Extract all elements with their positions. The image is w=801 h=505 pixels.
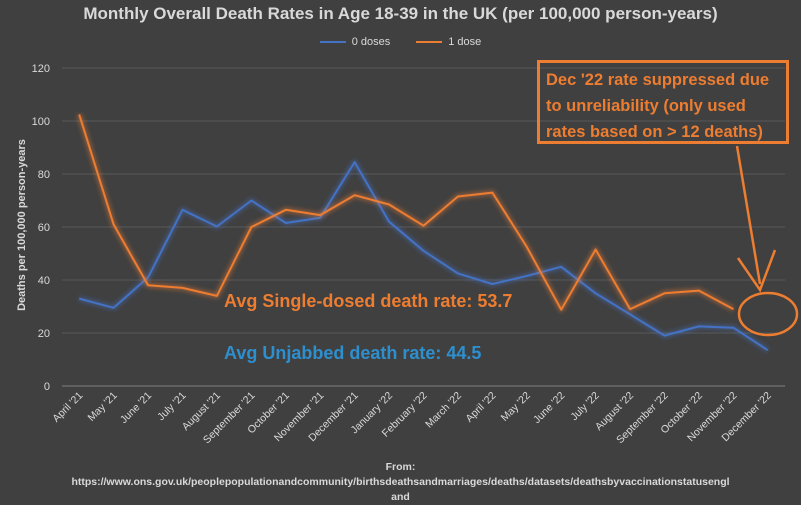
suppressed-note-line-3: rates based on > 12 deaths) [546,123,763,141]
x-tick-label: June '21 [118,390,154,426]
x-tick-label: May '22 [499,390,533,424]
x-tick-label: April '21 [50,390,85,425]
x-tick-label: May '21 [86,390,120,424]
y-tick-label: 40 [38,275,50,287]
source-url[interactable]: https://www.ons.gov.uk/peoplepopulationa… [71,476,730,503]
suppressed-arrow-shaft [735,145,762,285]
y-tick-label: 20 [38,328,50,340]
series-line-0 [78,161,769,352]
suppressed-note-box: Dec '22 rate suppressed due to unreliabi… [537,60,789,144]
avg-single-dosed-label: Avg Single-dosed death rate: 53.7 [224,291,513,311]
legend-label-0-doses: 0 doses [351,36,391,48]
suppressed-note-line-2: to unreliability (only used [546,97,746,115]
legend-swatch-orange [416,41,443,43]
source-label: From: [385,461,416,473]
y-tick-label: 60 [38,222,50,234]
y-tick-label: 120 [32,63,50,75]
series-line-1 [78,114,734,311]
legend-item-1-dose: 1 dose [416,36,481,48]
legend-item-0-doses: 0 doses [319,36,391,48]
chart-title: Monthly Overall Death Rates in Age 18-39… [83,4,718,23]
avg-unjabbed-label: Avg Unjabbed death rate: 44.5 [224,343,482,363]
x-tick-label: April '22 [463,390,498,425]
y-tick-label: 80 [38,169,50,181]
source-note: From: https://www.ons.gov.uk/peoplepopul… [0,460,801,505]
legend-label-1-dose: 1 dose [448,36,482,48]
suppressed-note-line-1: Dec '22 rate suppressed due [546,71,770,89]
legend: 0 doses 1 dose [0,36,801,48]
x-tick-label: March '22 [423,390,464,431]
x-tick-label: July '21 [155,390,189,424]
x-tick-label: July '22 [568,390,602,424]
y-tick-label: 0 [44,381,50,393]
suppressed-arrow-head [736,249,777,293]
suppressed-point-circle [737,291,799,337]
x-tick-label: June '22 [531,390,567,426]
series-glow-0 [78,159,770,353]
y-tick-label: 100 [32,116,50,128]
legend-swatch-blue [319,41,346,43]
